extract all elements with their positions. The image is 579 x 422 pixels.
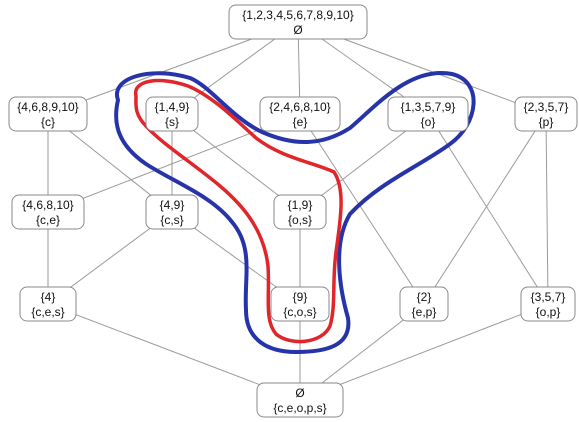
- lattice-node-intent: {e,p}: [412, 305, 437, 319]
- lattice-node-intent: {s}: [165, 115, 179, 129]
- lattice-node-cs: {4,9}{c,s}: [145, 194, 199, 230]
- lattice-node-box: [514, 96, 578, 132]
- lattice-node-intent: {c}: [41, 115, 55, 129]
- lattice-node-box: [145, 96, 199, 132]
- lattice-node-p: {2,3,5,7}{p}: [514, 96, 578, 132]
- lattice-node-box: [387, 96, 469, 132]
- lattice-node-intent: {p}: [539, 115, 554, 129]
- lattice-node-extent: {4}: [41, 290, 56, 304]
- lattice-node-box: [8, 96, 88, 132]
- lattice-node-intent: {c,s}: [160, 213, 183, 227]
- lattice-node-box: [228, 4, 368, 40]
- lattice-node-op: {3,5,7}{o,p}: [520, 286, 576, 322]
- lattice-node-extent: {1,4,9}: [155, 100, 190, 114]
- lattice-node-intent: {e}: [293, 115, 308, 129]
- lattice-node-extent: Ø: [295, 386, 304, 400]
- lattice-node-box: [520, 286, 576, 322]
- lattice-node-box: [19, 286, 77, 322]
- lattice-node-intent: {c,e}: [36, 213, 60, 227]
- lattice-node-bot: Ø{c,e,o,p,s}: [256, 382, 344, 418]
- lattice-node-extent: {1,9}: [288, 198, 313, 212]
- lattice-node-extent: {4,6,8,10}: [22, 198, 73, 212]
- lattice-node-ep: {2}{e,p}: [399, 286, 449, 322]
- lattice-edge-op-bot: [299, 303, 549, 401]
- lattice-edge-p-ep: [423, 113, 547, 305]
- lattice-edge-p-op: [545, 113, 549, 305]
- lattice-node-intent: {c,e,s}: [31, 305, 64, 319]
- lattice-node-box: [273, 194, 327, 230]
- lattice-node-intent: {c,e,o,p,s}: [273, 401, 326, 415]
- lattice-node-ces: {4}{c,e,s}: [19, 286, 77, 322]
- lattice-edge-e-ep: [299, 113, 425, 305]
- lattice-node-os: {1,9}{o,s}: [273, 194, 327, 230]
- lattice-node-box: [256, 382, 344, 418]
- lattice-edge-ces-bot: [47, 303, 301, 401]
- lattice-node-box: [270, 286, 330, 322]
- lattice-node-extent: {4,9}: [160, 198, 185, 212]
- lattice-node-top: {1,2,3,4,5,6,7,8,9,10}Ø: [228, 4, 368, 40]
- lattice-node-box: [11, 194, 85, 230]
- lattice-nodes: {1,2,3,4,5,6,7,8,9,10}Ø{4,6,8,9,10}{c}{1…: [8, 4, 578, 418]
- lattice-node-s: {1,4,9}{s}: [145, 96, 199, 132]
- lattice-node-intent: Ø: [293, 23, 302, 37]
- lattice-node-extent: {9}: [293, 290, 308, 304]
- lattice-node-box: [259, 96, 341, 132]
- lattice-node-intent: {o,s}: [288, 213, 312, 227]
- lattice-node-extent: {2}: [417, 290, 432, 304]
- lattice-node-o: {1,3,5,7,9}{o}: [387, 96, 469, 132]
- lattice-node-extent: {2,3,5,7}: [524, 100, 569, 114]
- lattice-node-extent: {1,2,3,4,5,6,7,8,9,10}: [242, 8, 353, 22]
- lattice-node-extent: {4,6,8,9,10}: [17, 100, 78, 114]
- lattice-node-c: {4,6,8,9,10}{c}: [8, 96, 88, 132]
- lattice-node-box: [145, 194, 199, 230]
- blue-highlight-outline: [114, 70, 476, 354]
- lattice-node-extent: {1,3,5,7,9}: [401, 100, 456, 114]
- lattice-node-intent: {o}: [421, 115, 436, 129]
- lattice-node-extent: {3,5,7}: [531, 290, 566, 304]
- lattice-node-cos: {9}{c,o,s}: [270, 286, 330, 322]
- lattice-edge-o-op: [427, 113, 549, 305]
- lattice-node-e: {2,4,6,8,10}{e}: [259, 96, 341, 132]
- lattice-node-box: [399, 286, 449, 322]
- red-highlight-outline: [134, 78, 343, 344]
- lattice-node-extent: {2,4,6,8,10}: [269, 100, 330, 114]
- lattice-node-ce: {4,6,8,10}{c,e}: [11, 194, 85, 230]
- lattice-node-intent: {o,p}: [536, 305, 561, 319]
- lattice-node-intent: {c,o,s}: [283, 305, 316, 319]
